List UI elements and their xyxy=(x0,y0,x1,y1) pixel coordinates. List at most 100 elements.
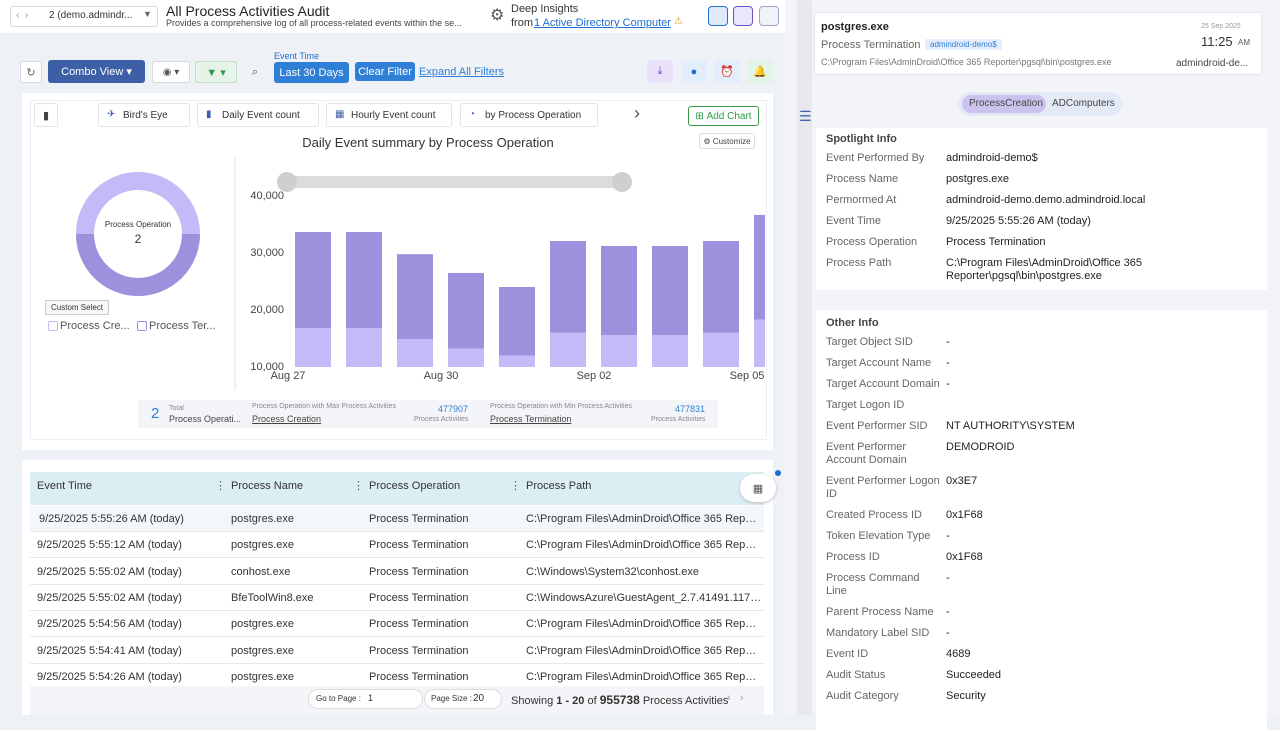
legend-item[interactable]: Process Cre... xyxy=(48,320,130,332)
column-menu[interactable]: ⋮ xyxy=(510,480,521,492)
goto-label: Go to Page : xyxy=(316,694,361,703)
max-name[interactable]: Process Creation xyxy=(252,414,322,424)
expand-filters-link[interactable]: Expand All Filters xyxy=(419,66,504,78)
download-button[interactable]: ⤓ xyxy=(647,60,673,83)
table-cell: Process Termination xyxy=(369,539,469,552)
info-label: Audit Status xyxy=(826,669,886,681)
range-slider[interactable] xyxy=(280,176,625,188)
table-cell: postgres.exe xyxy=(231,618,294,631)
table-cell: postgres.exe xyxy=(231,513,294,525)
panel-menu[interactable]: ☰ xyxy=(799,108,812,124)
unit: Process Activities xyxy=(642,695,729,707)
chart-tab[interactable]: ◔ by Process Operation xyxy=(460,103,598,127)
filter-button[interactable]: ▼ ▾ xyxy=(195,61,237,83)
table-row[interactable]: 9/25/2025 5:54:41 AM (today) postgres.exe… xyxy=(30,637,764,664)
info-label: Process Command Line xyxy=(826,572,920,597)
tab-icon: ▮ xyxy=(206,109,212,120)
nav-arrows[interactable]: ‹ › xyxy=(16,10,29,21)
bar-segment xyxy=(295,232,331,329)
info-value: postgres.exe xyxy=(946,173,1009,185)
detail-name: postgres.exe xyxy=(821,21,889,33)
tenant[interactable]: 2 (demo.admindr... xyxy=(49,10,133,21)
alert-button[interactable]: 🔔 xyxy=(747,60,773,83)
search-button[interactable] xyxy=(708,6,728,26)
min-name[interactable]: Process Termination xyxy=(490,414,572,424)
tab[interactable]: ADComputers xyxy=(1052,98,1115,109)
tenant-select[interactable] xyxy=(10,6,158,27)
donut-label: Process Operation xyxy=(105,220,171,229)
column-header[interactable]: Event Time xyxy=(37,480,93,492)
clear-filter-button[interactable]: Clear Filter xyxy=(355,62,415,81)
chart-tab[interactable]: ▦ Hourly Event count xyxy=(326,103,452,127)
slider-handle[interactable] xyxy=(277,172,297,192)
min-caption: Process Operation with Min Process Activ… xyxy=(490,403,632,410)
bar-segment xyxy=(754,319,765,367)
tabs-next[interactable]: › xyxy=(634,103,640,123)
table-cell: C:\Program Files\AdminDroid\Office 365 R… xyxy=(526,670,762,683)
slider-handle[interactable] xyxy=(612,172,632,192)
table-row[interactable]: 9/25/2025 5:54:56 AM (today) postgres.exe… xyxy=(30,611,764,638)
table-cell: C:\Program Files\AdminDroid\Office 365 R… xyxy=(526,539,762,552)
y-tick-label: 10,000 xyxy=(250,361,284,373)
refresh-button[interactable]: ↻ xyxy=(20,61,42,83)
showing-text: Showing 1 - 20 of 955738 Process Activit… xyxy=(511,693,728,707)
column-menu[interactable]: ⋮ xyxy=(353,480,364,492)
chat-button[interactable]: ● xyxy=(681,60,707,83)
page-nav[interactable]: ‹ › xyxy=(727,692,744,704)
search-icon[interactable]: ⌕ xyxy=(251,65,259,78)
table-row[interactable]: 9/25/2025 5:55:12 AM (today) postgres.exe… xyxy=(30,532,764,559)
table-row[interactable]: 9/25/2025 5:54:26 AM (today) postgres.exe… xyxy=(30,663,764,690)
visibility-button[interactable]: ◉ ▾ xyxy=(152,61,190,83)
tab[interactable]: ProcessCreation xyxy=(969,98,1043,109)
insights-link[interactable]: 1 Active Directory Computer xyxy=(534,17,671,29)
header: ‹ › 2 (demo.admindr... ▼ All Process Act… xyxy=(0,0,785,33)
tab-icon: ✈ xyxy=(107,109,116,120)
table-row[interactable]: 9/25/2025 5:55:02 AM (today) BfeToolWin8.… xyxy=(30,584,764,611)
help-button[interactable] xyxy=(733,6,753,26)
column-menu[interactable]: ⋮ xyxy=(215,480,226,492)
column-header[interactable]: Process Operation xyxy=(369,480,461,492)
info-label: Process ID xyxy=(826,551,880,563)
info-label: Created Process ID xyxy=(826,509,922,521)
bar-segment xyxy=(499,355,535,367)
pagination: Go to Page : 1 Page Size : 20 Showing 1 … xyxy=(30,686,764,715)
chart-tab[interactable]: ✈ Bird's Eye xyxy=(98,103,190,127)
event-time-button[interactable]: Last 30 Days xyxy=(274,62,349,83)
check-button[interactable] xyxy=(759,6,779,26)
info-value: admindroid-demo.demo.admindroid.local xyxy=(946,194,1146,206)
table-row[interactable]: 9/25/2025 5:55:02 AM (today) conhost.exe P… xyxy=(30,558,764,585)
info-label: Process Name xyxy=(826,173,899,185)
custom-select[interactable]: Custom Select xyxy=(45,300,110,315)
other-card: Other Info Target Object SID - Target Acco… xyxy=(816,310,1267,730)
bar-segment xyxy=(601,245,637,335)
detail-path: C:\Program Files\AdminDroid\Office 365 R… xyxy=(821,57,1112,67)
legend-item[interactable]: Process Ter... xyxy=(137,320,215,332)
column-settings[interactable]: ▦ xyxy=(740,474,776,502)
info-label: Target Account Name xyxy=(826,357,932,369)
table-row[interactable]: 9/25/2025 5:55:26 AM (today) postgres.exe… xyxy=(30,506,764,532)
info-value: - xyxy=(946,606,950,618)
info-value: Security xyxy=(946,690,986,702)
column-header[interactable]: Process Path xyxy=(526,480,592,492)
max-value: 477907 xyxy=(438,404,469,414)
table-cell: 9/25/2025 5:55:02 AM (today) xyxy=(37,591,182,604)
customize-button[interactable]: ⚙ Customize xyxy=(699,133,755,149)
view-button[interactable]: Combo View ▾ xyxy=(48,60,145,83)
info-value: - xyxy=(946,572,950,584)
page-title: All Process Activities Audit xyxy=(166,3,330,19)
chart-type-button[interactable]: ▮ xyxy=(34,103,58,127)
goto-page[interactable]: 1 xyxy=(368,693,374,703)
chart-tab[interactable]: ▮ Daily Event count xyxy=(197,103,319,127)
table-cell: Process Termination xyxy=(369,644,469,657)
page-size[interactable]: 20 xyxy=(473,693,485,704)
x-tick-label: Aug 27 xyxy=(271,370,306,382)
bar-segment xyxy=(601,334,637,367)
notify-dot xyxy=(775,470,781,476)
info-value: C:\Program Files\AdminDroid\Office 365 R… xyxy=(946,257,1143,282)
column-header[interactable]: Process Name xyxy=(231,480,304,492)
info-label: Permormed At xyxy=(826,194,897,206)
table-cell: Process Termination xyxy=(369,513,469,525)
schedule-button[interactable]: ⏰ xyxy=(714,60,740,83)
add-chart-button[interactable]: ⊞ Add Chart xyxy=(688,106,759,126)
